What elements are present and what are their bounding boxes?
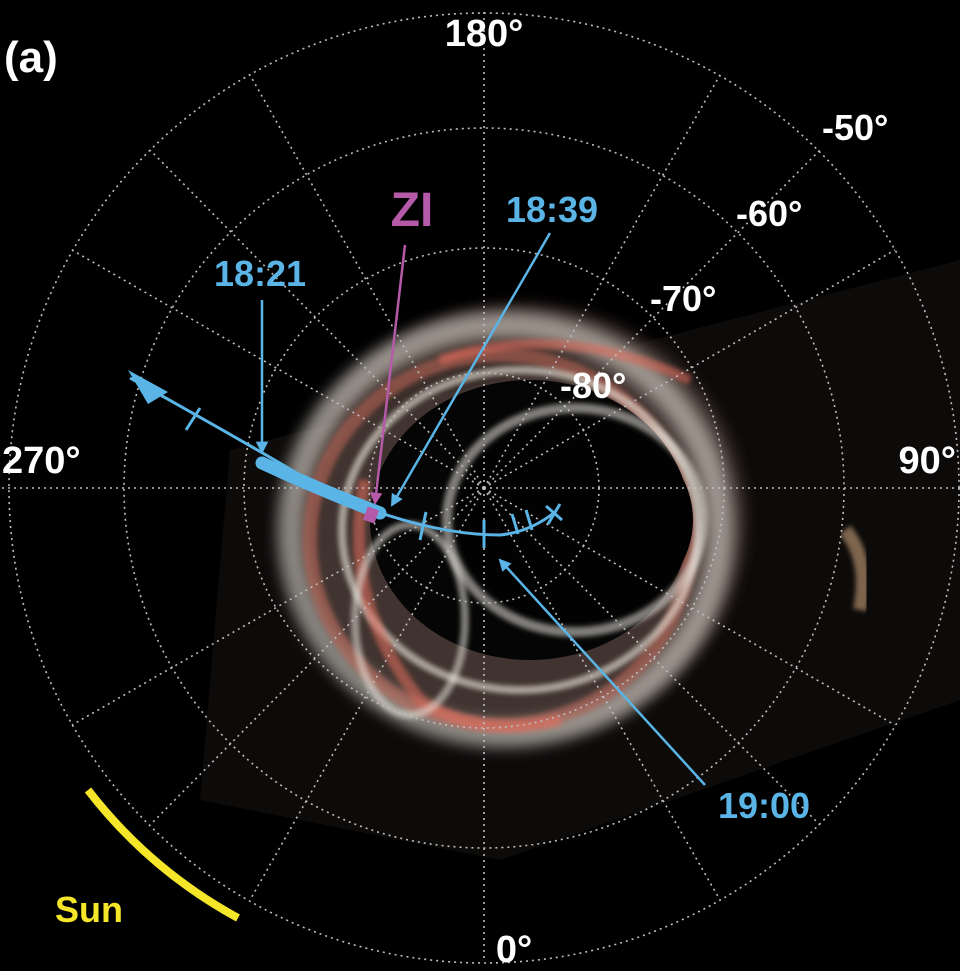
trajectory-tick xyxy=(546,503,562,525)
grid-meridian-300 xyxy=(71,487,485,726)
trajectory-direction-arrow xyxy=(128,370,168,404)
grid-meridian-210 xyxy=(249,74,485,489)
auroral-oval xyxy=(277,305,870,748)
grid-meridian-135 xyxy=(483,149,821,489)
longitude-label-0: 0° xyxy=(496,929,532,971)
trajectory-tick xyxy=(418,511,428,541)
latitude-label-50: -50° xyxy=(822,107,888,148)
trajectory xyxy=(128,370,563,548)
latitude-label-60: -60° xyxy=(736,193,802,234)
trajectory-thick-segment xyxy=(255,456,387,520)
grid-meridian-150 xyxy=(483,74,721,489)
labels: (a) 180° 90° 0° 270° -50° -60° -70° -80°… xyxy=(2,13,956,971)
grid-meridian-330 xyxy=(249,487,485,901)
arrow-1839 xyxy=(390,232,552,507)
sun-label: Sun xyxy=(55,889,123,930)
polar-grid xyxy=(0,10,960,964)
grid-meridian-30 xyxy=(483,487,721,901)
time-label-1839: 18:39 xyxy=(506,189,598,230)
trajectory-tick xyxy=(524,509,534,531)
grid-meridian-120 xyxy=(483,249,896,489)
trajectory-tick xyxy=(510,513,520,535)
arrow-zi xyxy=(369,244,407,506)
annotation-arrows xyxy=(255,232,706,786)
time-label-1900: 19:00 xyxy=(718,785,810,826)
latitude-label-70: -70° xyxy=(650,278,716,319)
latitude-label-80: -80° xyxy=(560,365,626,406)
time-label-1821: 18:21 xyxy=(214,253,306,294)
zi-marker xyxy=(362,506,380,524)
sun-direction-arc xyxy=(84,787,240,922)
longitude-label-270: 270° xyxy=(2,440,81,482)
panel-label: (a) xyxy=(4,33,58,82)
grid-meridian-225 xyxy=(149,149,485,489)
grid-meridian-240 xyxy=(71,249,485,489)
grid-meridian-60 xyxy=(483,487,896,726)
longitude-label-90: 90° xyxy=(899,440,956,482)
longitude-label-180: 180° xyxy=(445,13,524,55)
grid-meridian-45 xyxy=(483,487,821,826)
trajectory-tick xyxy=(184,407,202,431)
arrow-1900 xyxy=(498,558,706,786)
zi-label: ZI xyxy=(391,184,434,237)
grid-meridian-315 xyxy=(149,487,485,826)
